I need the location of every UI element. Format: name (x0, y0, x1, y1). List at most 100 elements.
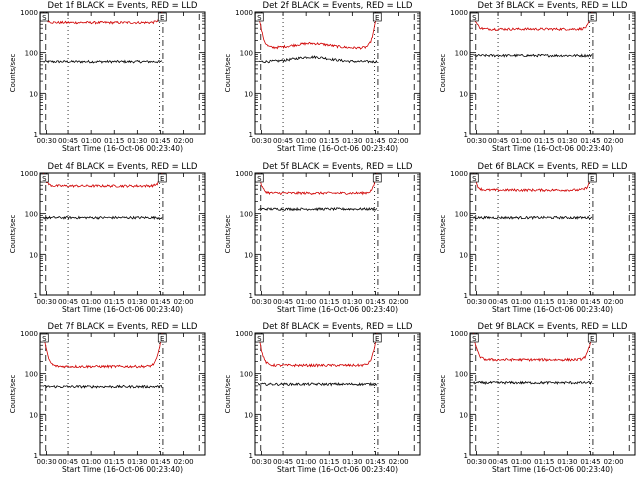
end-marker-box (587, 333, 597, 343)
y-tick-label: 100 (455, 50, 468, 58)
x-tick-label: 00:45 (273, 298, 293, 306)
y-tick-label: 1000 (450, 170, 468, 178)
x-tick-label: 00:30 (37, 458, 57, 466)
panel-det-4: Det 4f BLACK = Events, RED = LLD 1 10 100 10… (9, 162, 206, 314)
end-marker-label: E (590, 175, 594, 183)
x-tick-label: 00:45 (58, 458, 78, 466)
y-tick-label: 1000 (450, 330, 468, 338)
end-marker-label: E (375, 335, 379, 343)
x-axis-label: Start Time (16-Oct-06 00:23:40) (277, 465, 398, 474)
end-marker-label: E (375, 175, 379, 183)
plot-frame (39, 172, 206, 296)
y-tick-label: 100 (25, 50, 38, 58)
x-tick-label: 01:15 (104, 458, 124, 466)
panel-det-5: Det 5f BLACK = Events, RED = LLD 1 10 100 10… (224, 162, 421, 314)
x-tick-label: 01:30 (342, 298, 362, 306)
start-marker-label: S (472, 175, 477, 183)
x-tick-label: 01:15 (319, 458, 339, 466)
x-tick-label: 01:45 (150, 137, 170, 145)
end-marker-box (587, 12, 597, 22)
x-tick-label: 02:00 (388, 137, 408, 145)
end-marker-box (372, 12, 382, 22)
y-tick-label: 1000 (20, 9, 38, 17)
panel-det-8: Det 8f BLACK = Events, RED = LLD 1 10 100 10… (224, 322, 421, 474)
panel-title: Det 1f BLACK = Events, RED = LLD (48, 1, 198, 11)
y-axis-label: Counts/sec (224, 54, 232, 93)
y-tick-label: 100 (455, 211, 468, 219)
y-axis-label: Counts/sec (9, 54, 17, 93)
start-marker-label: S (257, 175, 262, 183)
x-tick-label: 01:45 (365, 137, 385, 145)
start-marker-box (469, 333, 479, 343)
y-tick-label: 1000 (235, 330, 253, 338)
x-tick-label: 01:00 (81, 458, 101, 466)
y-tick-label: 1 (249, 131, 253, 139)
end-marker-label: E (590, 14, 594, 22)
y-axis-label: Counts/sec (9, 215, 17, 254)
events-series-line (258, 55, 378, 64)
end-marker-label: E (590, 335, 594, 343)
x-tick-label: 01:30 (342, 137, 362, 145)
events-series-line (257, 381, 378, 387)
y-tick-label: 1000 (235, 9, 253, 17)
plot-frame (469, 11, 636, 135)
start-marker-label: S (472, 335, 477, 343)
x-tick-label: 01:45 (365, 458, 385, 466)
panel-det-1: Det 1f BLACK = Events, RED = LLD 1 10 100 10… (9, 1, 206, 153)
lld-series-line (472, 11, 593, 32)
y-axis-label: Counts/sec (224, 215, 232, 254)
lld-series-line (257, 172, 378, 196)
start-marker-box (39, 333, 49, 343)
plot-frame (254, 172, 421, 296)
x-tick-label: 00:45 (488, 137, 508, 145)
y-tick-label: 10 (244, 251, 253, 259)
plot-frame (254, 332, 421, 456)
panel-title: Det 2f BLACK = Events, RED = LLD (263, 1, 413, 11)
start-marker-box (39, 173, 49, 183)
x-tick-label: 02:00 (173, 298, 193, 306)
y-tick-label: 100 (25, 211, 38, 219)
y-axis-label: Counts/sec (9, 375, 17, 414)
end-marker-label: E (160, 335, 164, 343)
plot-frame (469, 172, 636, 296)
x-tick-label: 00:30 (252, 458, 272, 466)
x-tick-label: 01:45 (580, 458, 600, 466)
x-tick-label: 01:30 (127, 298, 147, 306)
x-tick-label: 01:15 (104, 298, 124, 306)
x-tick-label: 01:30 (127, 137, 147, 145)
end-marker-label: E (160, 175, 164, 183)
panel-det-7: Det 7f BLACK = Events, RED = LLD 1 10 100 10… (9, 322, 206, 474)
y-tick-label: 1000 (20, 170, 38, 178)
end-marker-label: E (375, 14, 379, 22)
start-marker-label: S (257, 14, 262, 22)
y-tick-label: 10 (244, 90, 253, 98)
lld-series-line (472, 332, 593, 363)
panel-title: Det 6f BLACK = Events, RED = LLD (478, 162, 628, 172)
y-tick-label: 1 (249, 452, 253, 460)
x-tick-label: 01:00 (81, 137, 101, 145)
panel-title: Det 8f BLACK = Events, RED = LLD (263, 322, 413, 332)
x-tick-label: 01:00 (81, 298, 101, 306)
y-tick-label: 10 (29, 411, 38, 419)
plot-frame (39, 11, 206, 135)
x-tick-label: 01:45 (580, 298, 600, 306)
start-marker-label: S (42, 335, 47, 343)
x-tick-label: 02:00 (173, 137, 193, 145)
x-tick-label: 00:30 (37, 137, 57, 145)
x-tick-label: 00:45 (58, 298, 78, 306)
x-tick-label: 02:00 (603, 458, 623, 466)
events-series-line (43, 59, 163, 64)
start-marker-box (254, 333, 264, 343)
start-marker-box (469, 173, 479, 183)
x-tick-label: 01:15 (534, 298, 554, 306)
start-marker-label: S (42, 14, 47, 22)
x-tick-label: 02:00 (388, 298, 408, 306)
y-tick-label: 1 (464, 292, 468, 300)
panel-title: Det 3f BLACK = Events, RED = LLD (478, 1, 628, 11)
panel-title: Det 5f BLACK = Events, RED = LLD (263, 162, 413, 172)
x-tick-label: 02:00 (388, 458, 408, 466)
start-marker-label: S (257, 335, 262, 343)
x-tick-label: 02:00 (603, 298, 623, 306)
x-tick-label: 01:00 (296, 298, 316, 306)
